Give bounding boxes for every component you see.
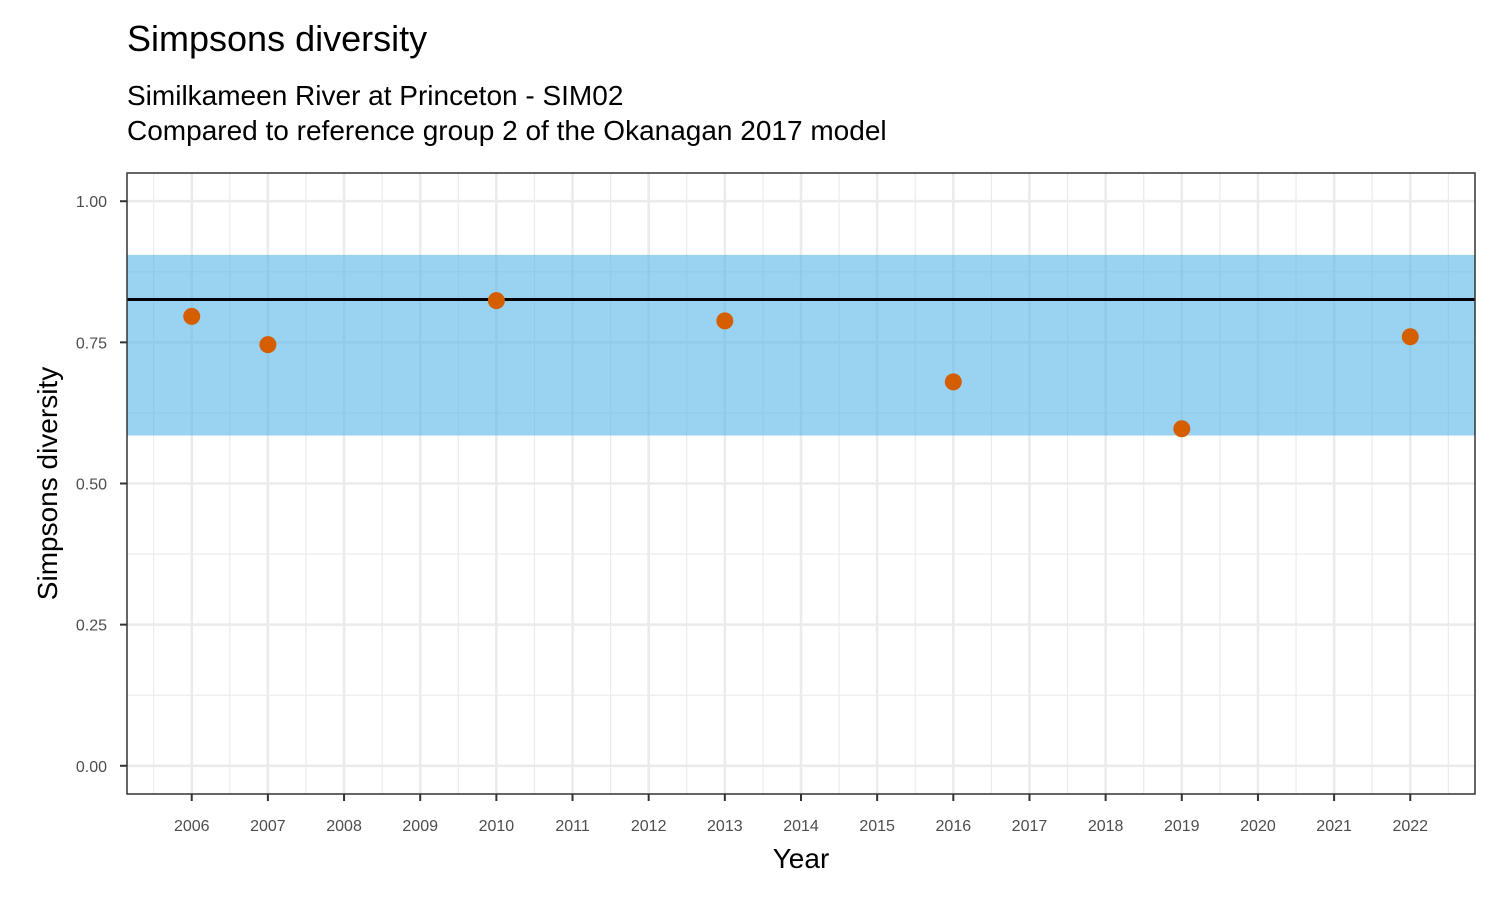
x-tick-label: 2010: [479, 818, 515, 835]
x-tick-label: 2013: [707, 818, 743, 835]
y-axis-title: Simpsons diversity: [32, 367, 63, 600]
data-points: [183, 292, 1419, 438]
x-tick-label: 2011: [555, 818, 590, 835]
x-tick-label: 2017: [1012, 818, 1048, 835]
chart-title: Simpsons diversity: [127, 18, 428, 59]
y-axis: 0.00 0.25 0.50 0.75 1.00: [76, 194, 127, 776]
data-point: [944, 373, 962, 391]
x-tick-label: 2007: [250, 818, 286, 835]
data-point: [487, 292, 505, 310]
x-tick-label: 2022: [1392, 818, 1428, 835]
x-tick-label: 2012: [631, 818, 667, 835]
chart-subtitle-line-2: Compared to reference group 2 of the Oka…: [127, 115, 887, 146]
x-tick-label: 2019: [1164, 818, 1200, 835]
x-tick-label: 2009: [402, 818, 438, 835]
y-tick-label: 0.00: [76, 759, 107, 776]
reference-band: [127, 254, 1475, 436]
reference-band-layer: [127, 254, 1475, 436]
data-point: [1173, 420, 1191, 438]
y-tick-label: 0.75: [76, 335, 107, 352]
x-tick-label: 2008: [326, 818, 362, 835]
x-axis-title: Year: [773, 843, 830, 874]
data-point: [1401, 328, 1419, 346]
data-point: [183, 307, 201, 325]
x-axis: 2006 2007 2008 2009 2010 2011 2012 2013 2014 2015…: [174, 794, 1428, 835]
data-point: [716, 312, 734, 330]
y-tick-label: 1.00: [76, 194, 107, 211]
x-tick-label: 2016: [936, 818, 972, 835]
data-point: [259, 336, 277, 354]
x-tick-label: 2006: [174, 818, 210, 835]
x-tick-label: 2014: [783, 818, 819, 835]
y-tick-label: 0.25: [76, 618, 107, 635]
x-tick-label: 2018: [1088, 818, 1124, 835]
y-tick-label: 0.50: [76, 477, 107, 494]
x-tick-label: 2021: [1316, 818, 1352, 835]
chart-subtitle-line-1: Similkameen River at Princeton - SIM02: [127, 80, 624, 111]
x-tick-label: 2020: [1240, 818, 1276, 835]
x-tick-label: 2015: [859, 818, 895, 835]
